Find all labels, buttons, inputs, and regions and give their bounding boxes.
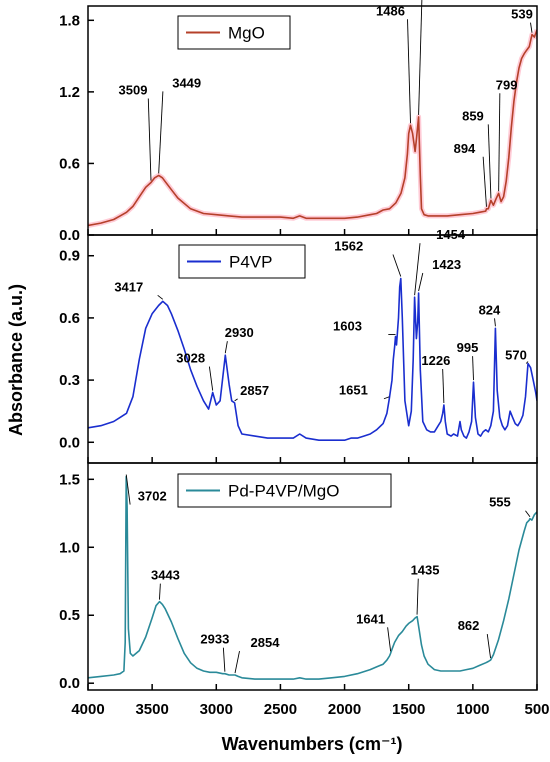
legend-2: P4VP	[178, 244, 306, 279]
peak-leader-line	[234, 398, 238, 402]
peak-label-1641: 1641	[356, 611, 385, 626]
peak-leader-line	[418, 0, 423, 115]
peak-leader-line	[487, 124, 492, 199]
x-axis-title: Wavenumbers (cm⁻¹)	[222, 734, 403, 754]
peak-leader-line	[530, 22, 533, 33]
panels-layer: 0.0 0.6 1.2 1.8 MgO 3509 3449 1486 1423 894 859 799…	[59, 0, 538, 692]
peak-leader-line	[392, 254, 402, 277]
peak-leader-line	[494, 318, 496, 327]
peak-label-3443: 3443	[151, 568, 180, 583]
peak-leader-line	[383, 396, 390, 400]
panel-2: 0.0 0.3 0.6 0.9 P4VP 3417 3028 2930 2857 1651 1603…	[59, 227, 538, 464]
legend-label: MgO	[228, 24, 265, 43]
peak-label-2857: 2857	[240, 383, 269, 398]
peak-leader-line	[442, 368, 445, 403]
peak-label-1435: 1435	[411, 563, 440, 578]
y-axis-title: Absorbance (a.u.)	[6, 284, 26, 436]
peak-label-862: 862	[458, 618, 480, 633]
peak-leader-line	[208, 366, 214, 391]
peak-label-1454: 1454	[436, 227, 466, 242]
peak-leader-line	[414, 243, 421, 296]
peak-label-2933: 2933	[200, 632, 229, 647]
y-tick-label: 0.9	[59, 248, 80, 265]
x-tick-label: 2500	[264, 701, 297, 718]
y-tick-label: 1.0	[59, 539, 80, 556]
y-tick-label: 1.5	[59, 471, 80, 488]
legend-1: MgO	[177, 15, 291, 50]
peak-label-1226: 1226	[421, 353, 450, 368]
peak-label-1651: 1651	[339, 383, 368, 398]
peak-label-995: 995	[457, 340, 479, 355]
panel-3: 0.0 0.5 1.0 1.5 Pd-P4VP/MgO 3702 3443 2933 2854 1…	[59, 462, 538, 692]
peak-leader-line	[472, 356, 474, 381]
peak-leader-line	[486, 634, 492, 659]
peak-leader-line	[482, 156, 487, 207]
legend-label: P4VP	[229, 253, 272, 272]
series-line-3	[88, 475, 537, 680]
x-tick-label: 4000	[71, 701, 104, 718]
peak-leader-line	[525, 510, 531, 518]
y-tick-label: 0.0	[59, 227, 80, 244]
x-tick-label: 1500	[392, 701, 425, 718]
legend-3: Pd-P4VP/MgO	[177, 473, 392, 508]
peak-leader-line	[416, 578, 419, 615]
x-tick-label: 500	[524, 701, 549, 718]
peak-label-2854: 2854	[251, 635, 281, 650]
legend-label: Pd-P4VP/MgO	[228, 482, 340, 501]
peak-label-799: 799	[496, 77, 518, 92]
peak-leader-line	[418, 272, 424, 292]
x-tick-label: 3500	[135, 701, 168, 718]
peak-label-3509: 3509	[119, 83, 148, 98]
peak-label-3417: 3417	[114, 279, 143, 294]
peak-label-2930: 2930	[225, 325, 254, 340]
peak-label-570: 570	[505, 348, 527, 363]
peak-label-1423: 1423	[432, 257, 461, 272]
x-tick-label: 1000	[456, 701, 489, 718]
x-tick-label: 2000	[328, 701, 361, 718]
peak-leader-line	[157, 294, 164, 300]
y-tick-label: 0.6	[59, 155, 80, 172]
series-1-highlight	[88, 29, 537, 228]
peak-label-555: 555	[489, 495, 511, 510]
series-line-2	[88, 277, 537, 442]
peak-leader-line	[387, 627, 392, 652]
peak-leader-line	[407, 19, 411, 124]
peak-label-3028: 3028	[176, 351, 205, 366]
peak-leader-line	[147, 98, 152, 181]
peak-leader-line	[498, 93, 501, 192]
peak-label-859: 859	[462, 108, 484, 123]
peak-label-1562: 1562	[334, 239, 363, 254]
y-tick-label: 0.0	[59, 675, 80, 692]
y-tick-label: 0.0	[59, 434, 80, 451]
peak-leader-line	[158, 91, 164, 174]
peak-leader-line	[159, 583, 161, 600]
series-line-1	[88, 29, 537, 227]
y-tick-label: 0.6	[59, 310, 80, 327]
axes-layer: 4000 3500 3000 2500 2000 1500 1000 500	[71, 701, 549, 718]
panel-1: 0.00.61.21.8MgO3509344914861423894859799…	[59, 0, 538, 244]
y-tick-label: 1.2	[59, 84, 80, 101]
peak-leader-line	[234, 650, 240, 674]
y-tick-label: 1.8	[59, 12, 80, 29]
peak-label-3449: 3449	[172, 75, 201, 90]
peak-label-539: 539	[511, 7, 533, 22]
peak-label-3702: 3702	[138, 489, 167, 504]
peak-label-1603: 1603	[333, 319, 362, 334]
panel-frame-3	[87, 462, 538, 691]
y-tick-label: 0.3	[59, 372, 80, 389]
peak-label-894: 894	[454, 141, 476, 156]
y-tick-label: 0.5	[59, 607, 80, 624]
peak-leader-line	[222, 647, 226, 672]
peak-label-824: 824	[479, 302, 501, 317]
peak-leader-line	[525, 361, 529, 364]
peak-leader-line	[224, 341, 228, 354]
peak-label-1486: 1486	[376, 3, 405, 18]
peak-leader-line	[125, 474, 131, 505]
x-tick-label: 3000	[200, 701, 233, 718]
